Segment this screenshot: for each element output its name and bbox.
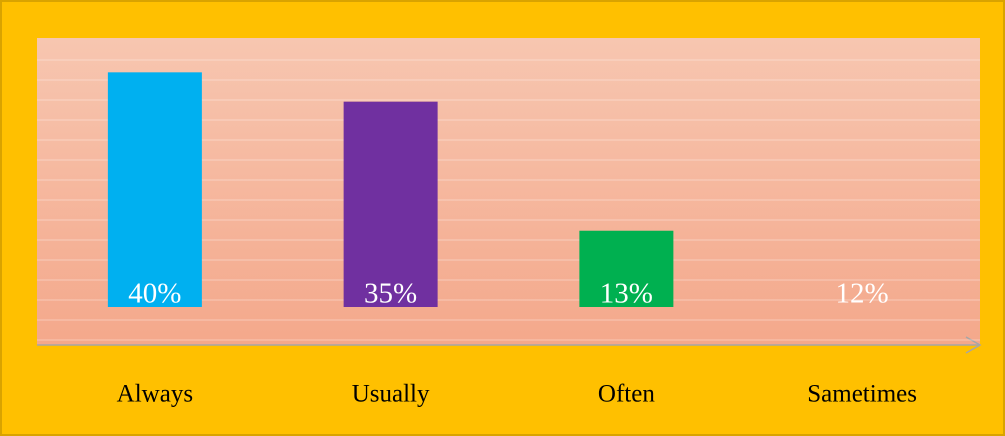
data-label: 40% — [128, 278, 181, 310]
data-label: 13% — [600, 278, 653, 310]
bar — [343, 101, 438, 308]
x-tick-label: Often — [598, 381, 655, 408]
bar — [579, 230, 674, 307]
data-label: 12% — [836, 278, 889, 310]
x-tick-label: Usually — [352, 381, 430, 408]
x-tick-label: Sametimes — [807, 381, 917, 408]
data-label: 35% — [364, 278, 417, 310]
x-tick-label: Always — [117, 381, 193, 408]
bar — [107, 72, 202, 307]
axis-arrow — [965, 336, 982, 354]
